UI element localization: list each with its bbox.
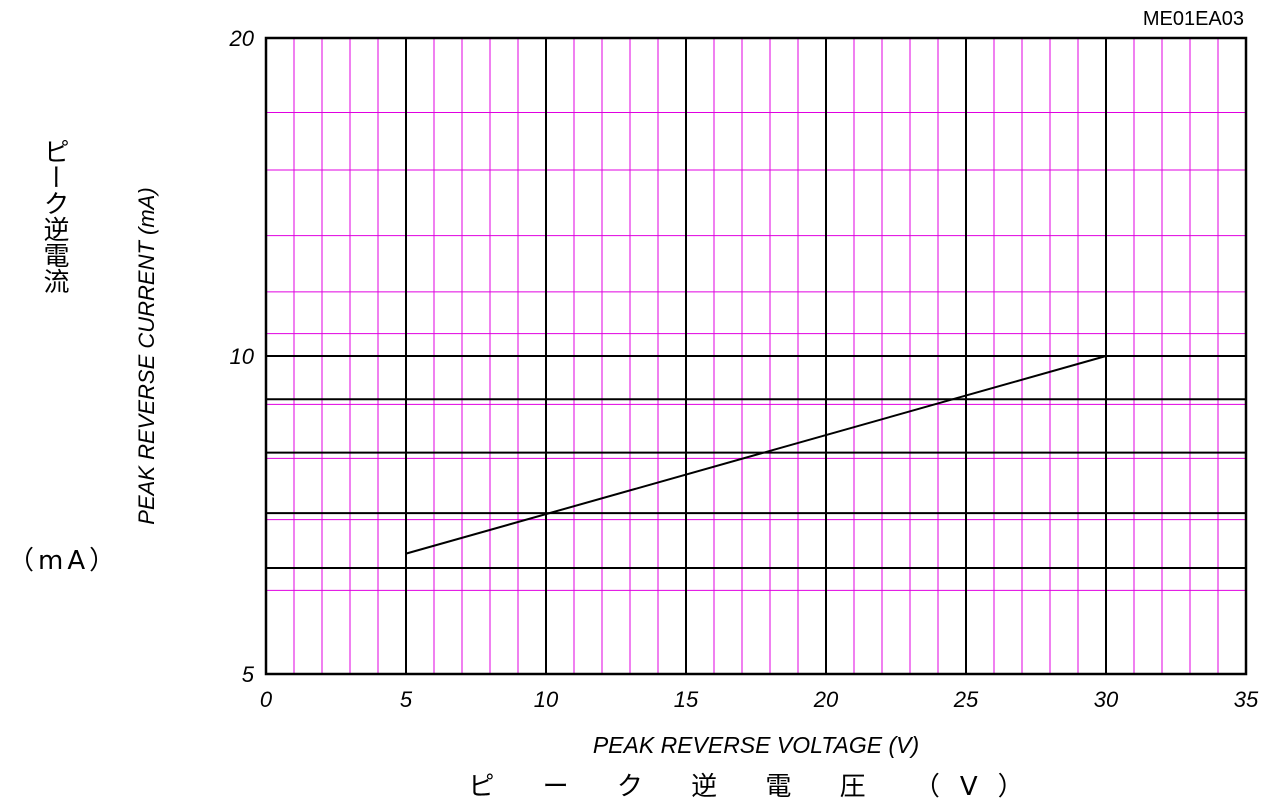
- x-axis-label-japanese: ピ ー ク 逆 電 圧 （V）: [468, 772, 1044, 802]
- x-tick-label: 15: [674, 687, 699, 712]
- y-axis-unit-japanese: （mA）: [8, 546, 120, 576]
- y-tick-label: 20: [229, 26, 255, 51]
- figure-code: ME01EA03: [1142, 8, 1244, 30]
- x-tick-label: 30: [1094, 687, 1119, 712]
- plot-frame: [264, 36, 1248, 676]
- x-tick-label: 25: [953, 687, 979, 712]
- y-axis-label-japanese: ピーク逆電流: [39, 138, 69, 294]
- series-line: [405, 355, 1107, 555]
- y-tick-label: 10: [230, 344, 255, 369]
- x-tick-label: 35: [1234, 687, 1259, 712]
- x-tick-label: 20: [813, 687, 839, 712]
- x-axis-label: PEAK REVERSE VOLTAGE (V): [592, 732, 920, 758]
- x-tick-label: 0: [260, 687, 273, 712]
- y-tick-label: 5: [242, 662, 255, 687]
- x-tick-label: 10: [534, 687, 559, 712]
- x-tick-label: 5: [400, 687, 413, 712]
- y-axis-label: PEAK REVERSE CURRENT (mA): [134, 187, 159, 525]
